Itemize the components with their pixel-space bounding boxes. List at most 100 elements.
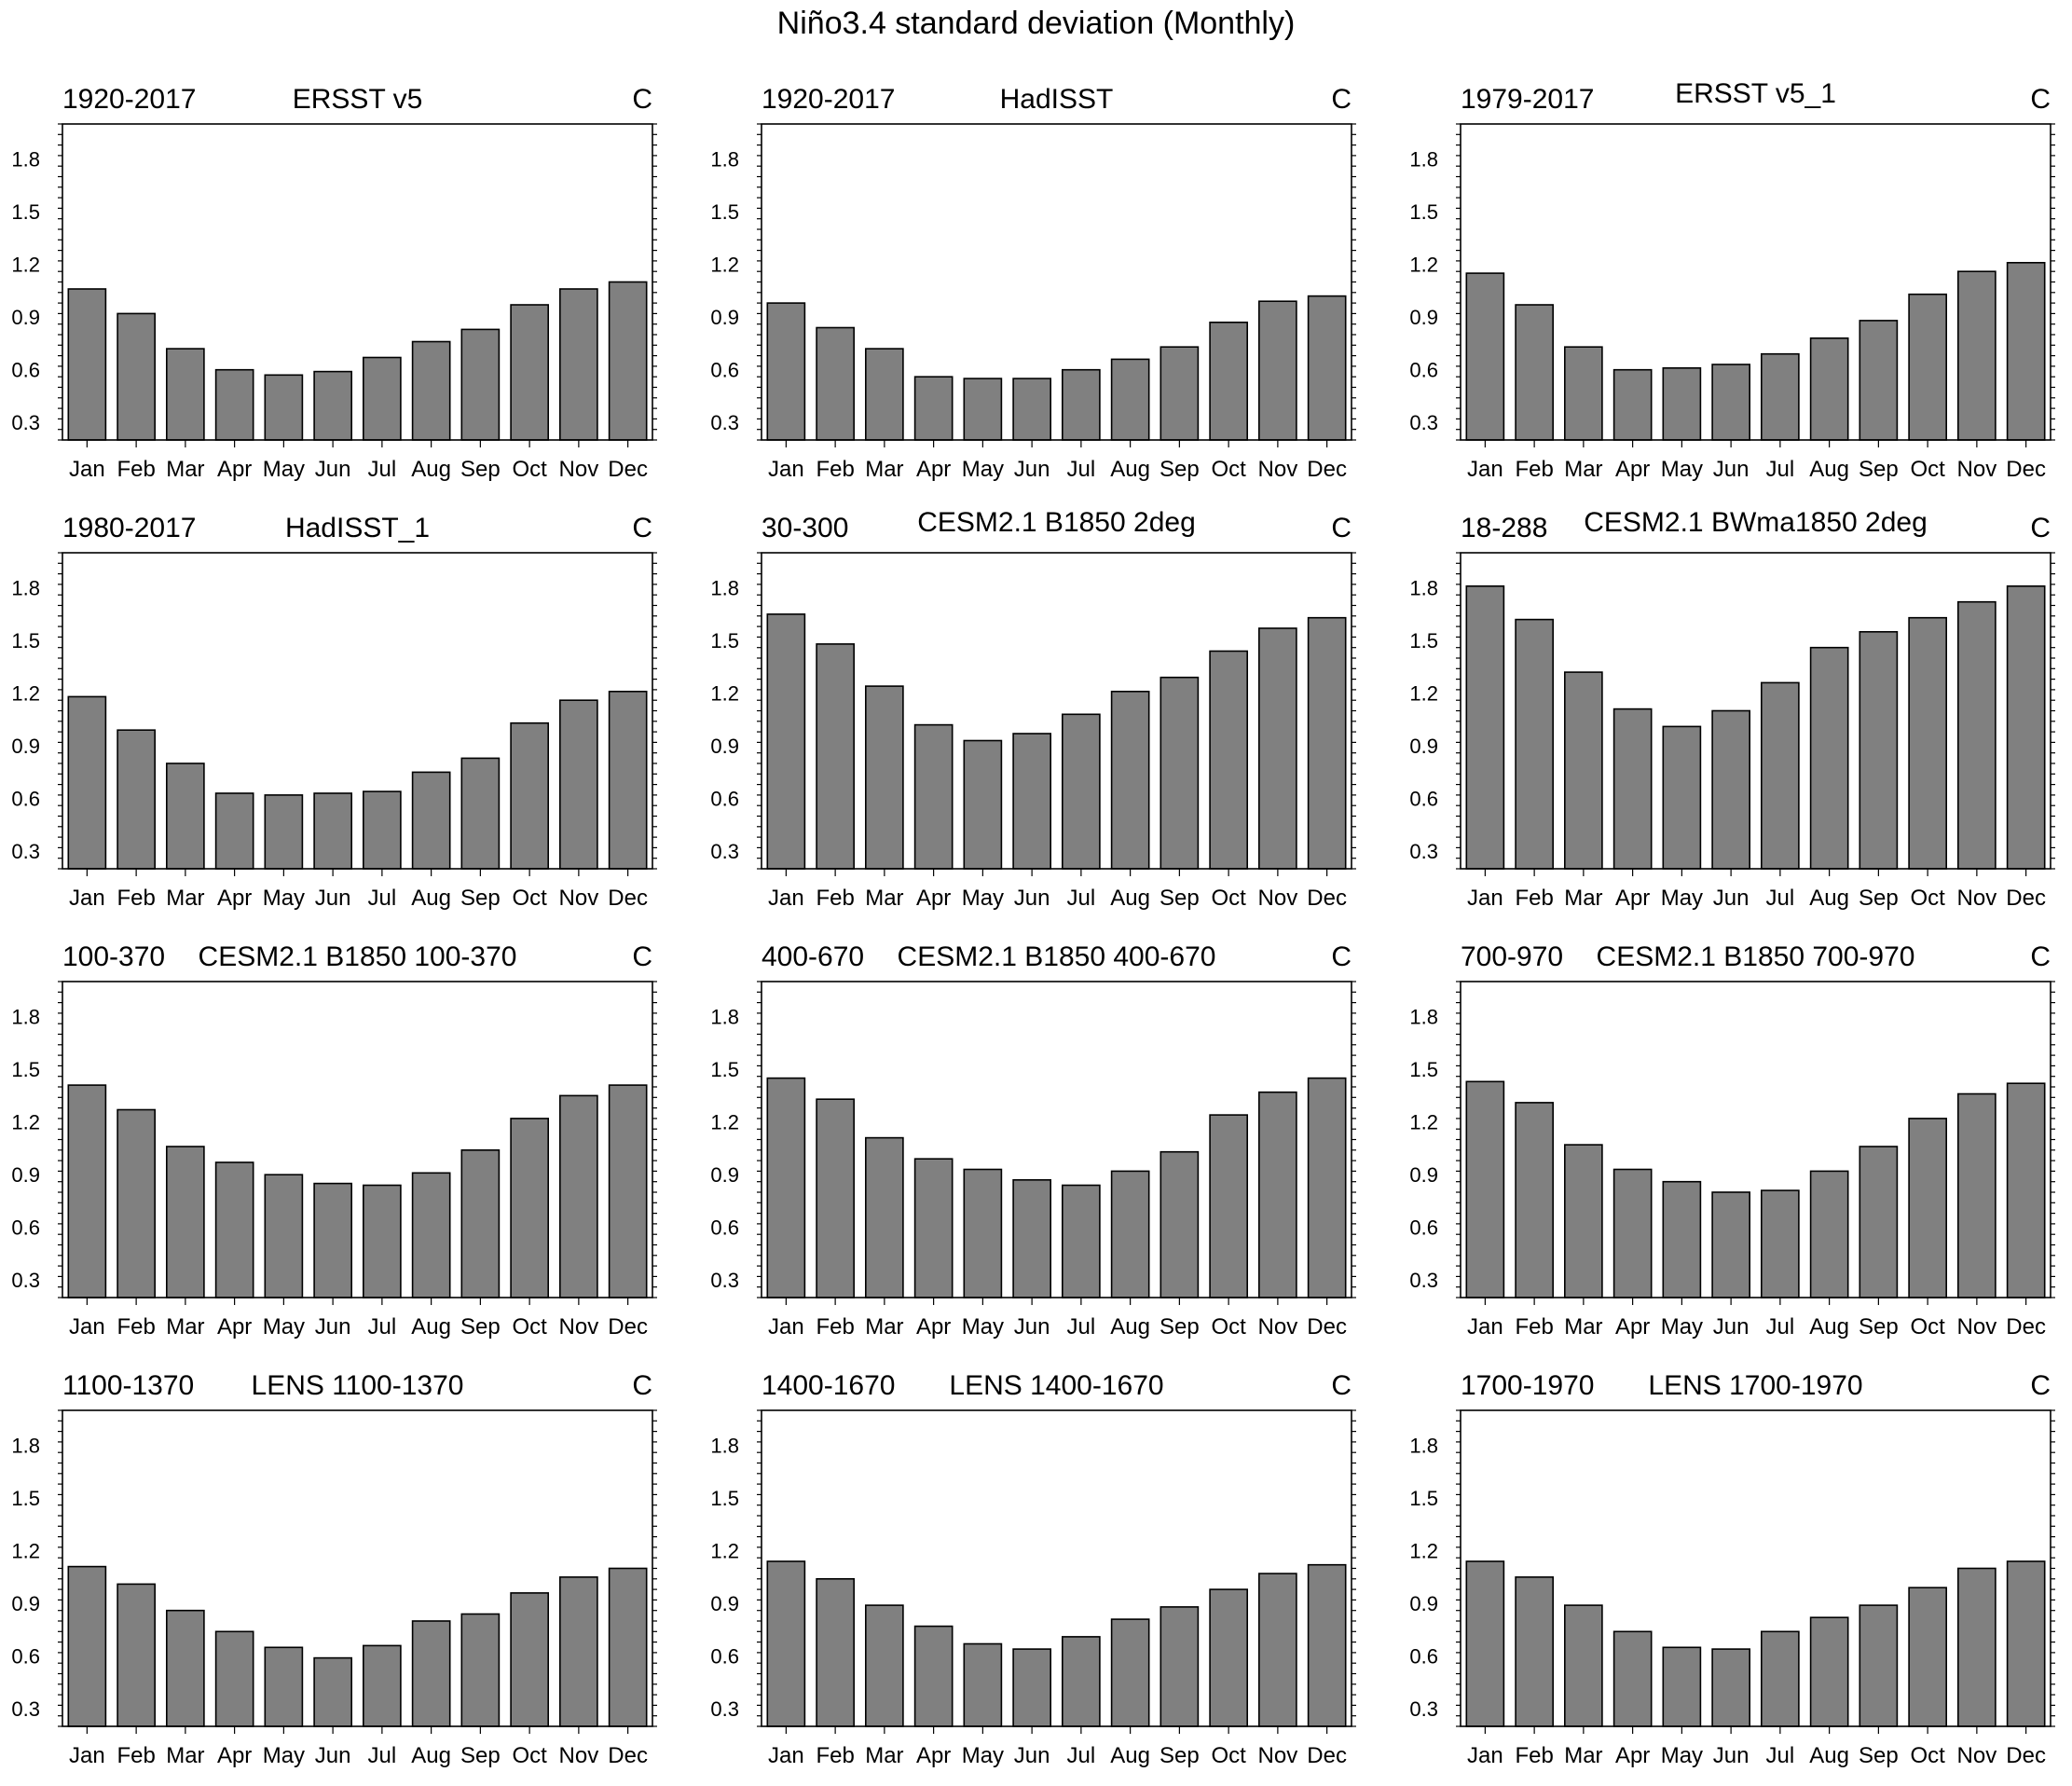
bar-jul xyxy=(1760,681,1800,870)
x-tick-label: Mar xyxy=(865,457,903,482)
y-tick-label: 0.6 xyxy=(11,1645,40,1669)
x-tick-label: Nov xyxy=(559,457,599,482)
x-tick-label: Jul xyxy=(368,1314,397,1340)
bar-feb xyxy=(117,1108,156,1298)
x-tick-label: Dec xyxy=(2006,457,2046,482)
bar-sep xyxy=(1159,676,1200,870)
x-tick-label: Jan xyxy=(69,886,105,911)
bar-apr xyxy=(913,723,954,870)
x-tick-label: Mar xyxy=(166,1743,204,1768)
bar-oct xyxy=(1209,1588,1248,1727)
y-tick-label: 0.3 xyxy=(1409,1697,1438,1721)
panel-period-label: 400-670 xyxy=(762,941,865,972)
y-tick-label: 1.2 xyxy=(11,1540,40,1563)
bar-jun xyxy=(1012,1178,1052,1298)
panel-title: CESM2.1 BWma1850 2deg xyxy=(1584,507,1928,538)
bar-mar xyxy=(166,762,205,870)
x-tick-label: Jul xyxy=(1766,886,1795,911)
x-tick-label: Jan xyxy=(768,1743,804,1768)
x-tick-label: Nov xyxy=(1258,457,1298,482)
bar-apr xyxy=(214,368,254,441)
x-tick-label: Jul xyxy=(1067,457,1096,482)
x-tick-label: Nov xyxy=(559,886,599,911)
x-tick-label: Oct xyxy=(1211,457,1246,482)
x-tick-label: May xyxy=(263,1743,305,1768)
bar-apr xyxy=(214,1161,254,1298)
x-tick-label: Nov xyxy=(1957,1743,1997,1768)
bar-aug xyxy=(1809,337,1849,441)
chart-panel-11: 1400-1670 LENS 1400-1670 C 0.3 0.6 0.9 1.2 1.5 1… xyxy=(699,1286,1398,1768)
x-tick-label: Nov xyxy=(1258,1743,1298,1768)
y-tick-label: 0.9 xyxy=(1409,1163,1438,1187)
x-tick-label: Jul xyxy=(1766,1743,1795,1768)
panel-period-label: 1920-2017 xyxy=(62,84,197,115)
x-tick-label: Apr xyxy=(217,1743,252,1768)
y-tick-label: 1.8 xyxy=(710,1435,739,1458)
panel-units-label: C xyxy=(1331,941,1352,972)
x-tick-label: Oct xyxy=(512,457,547,482)
bar-feb xyxy=(1515,304,1554,441)
panel-period-label: 1979-2017 xyxy=(1461,84,1595,115)
x-tick-label: Aug xyxy=(1110,457,1150,482)
x-tick-label: Sep xyxy=(460,1743,501,1768)
bar-sep xyxy=(1859,320,1899,441)
y-tick-label: 1.5 xyxy=(11,629,40,653)
x-tick-label: Sep xyxy=(1159,886,1200,911)
x-tick-label: May xyxy=(1661,457,1703,482)
x-tick-label: Apr xyxy=(217,886,252,911)
x-tick-label: Jul xyxy=(1067,1314,1096,1340)
x-tick-label: Dec xyxy=(608,457,648,482)
x-tick-label: Mar xyxy=(1564,1314,1602,1340)
y-tick-label: 1.8 xyxy=(11,1435,40,1458)
bar-may xyxy=(264,794,304,870)
chart-panel-6: 18-288 CESM2.1 BWma1850 2deg C 0.3 0.6 0.9 1.2… xyxy=(1398,429,2072,911)
x-tick-label: Dec xyxy=(1307,1743,1347,1768)
bar-dec xyxy=(2006,1082,2046,1298)
bar-oct xyxy=(510,721,549,870)
bar-aug xyxy=(1110,358,1150,441)
x-tick-label: Nov xyxy=(1957,457,1997,482)
chart-panel-3: 1979-2017 ERSST v5_1 C 0.3 0.6 0.9 1.2 1.5 1.8 Ja… xyxy=(1398,0,2072,482)
y-tick-label: 0.9 xyxy=(710,306,739,329)
chart-panel-4: 1980-2017 HadISST_1 C 0.3 0.6 0.9 1.2 1.5 1.8 Jan… xyxy=(0,429,699,911)
chart-panel-9: 700-970 CESM2.1 B1850 700-970 C 0.3 0.6 0.9 1.… xyxy=(1398,858,2072,1340)
figure-title: Niño3.4 standard deviation (Monthly) xyxy=(776,6,1296,41)
panel-period-label: 1100-1370 xyxy=(62,1370,195,1401)
bar-sep xyxy=(1159,1150,1200,1298)
bar-jul xyxy=(1061,1636,1101,1727)
bar-chart: 0.3 0.6 0.9 1.2 1.5 1.8 Jan Feb Mar Apr May Jun Jul A… xyxy=(710,123,1356,482)
panel-units-label: C xyxy=(2030,1370,2051,1401)
bar-may xyxy=(963,739,1003,870)
bar-dec xyxy=(2006,585,2046,870)
panel-title: CESM2.1 B1850 400-670 xyxy=(897,941,1216,972)
x-tick-label: Aug xyxy=(411,1314,451,1340)
x-tick-label: Jan xyxy=(768,886,804,911)
bar-aug xyxy=(1110,1618,1150,1727)
x-tick-label: May xyxy=(1661,886,1703,911)
bar-feb xyxy=(1515,1576,1554,1727)
bar-may xyxy=(1662,725,1702,870)
panel-period-label: 30-300 xyxy=(762,513,849,543)
bar-mar xyxy=(1564,1604,1603,1727)
y-tick-label: 1.8 xyxy=(1409,148,1438,172)
bar-jul xyxy=(1061,713,1101,870)
x-tick-label: Jun xyxy=(1014,886,1050,911)
panel-period-label: 100-370 xyxy=(62,941,166,972)
bar-jun xyxy=(1012,733,1052,870)
bar-jan xyxy=(1465,1560,1505,1727)
bar-oct xyxy=(1209,1114,1248,1298)
y-tick-label: 0.3 xyxy=(710,411,739,434)
x-tick-label: Jul xyxy=(1067,886,1096,911)
y-tick-label: 0.3 xyxy=(710,1697,739,1721)
bar-oct xyxy=(510,1118,549,1298)
bar-chart: 0.3 0.6 0.9 1.2 1.5 1.8 Jan Feb Mar Apr May Jun Jul A… xyxy=(710,552,1356,911)
x-tick-label: Mar xyxy=(1564,886,1602,911)
x-tick-label: Feb xyxy=(1515,886,1553,911)
y-tick-label: 1.2 xyxy=(1409,1111,1438,1134)
y-tick-label: 0.6 xyxy=(11,1216,40,1240)
x-tick-label: Sep xyxy=(1159,1314,1200,1340)
x-tick-label: May xyxy=(1661,1314,1703,1340)
bar-dec xyxy=(608,1567,648,1727)
bar-jul xyxy=(1061,1184,1101,1298)
x-tick-label: May xyxy=(263,886,305,911)
